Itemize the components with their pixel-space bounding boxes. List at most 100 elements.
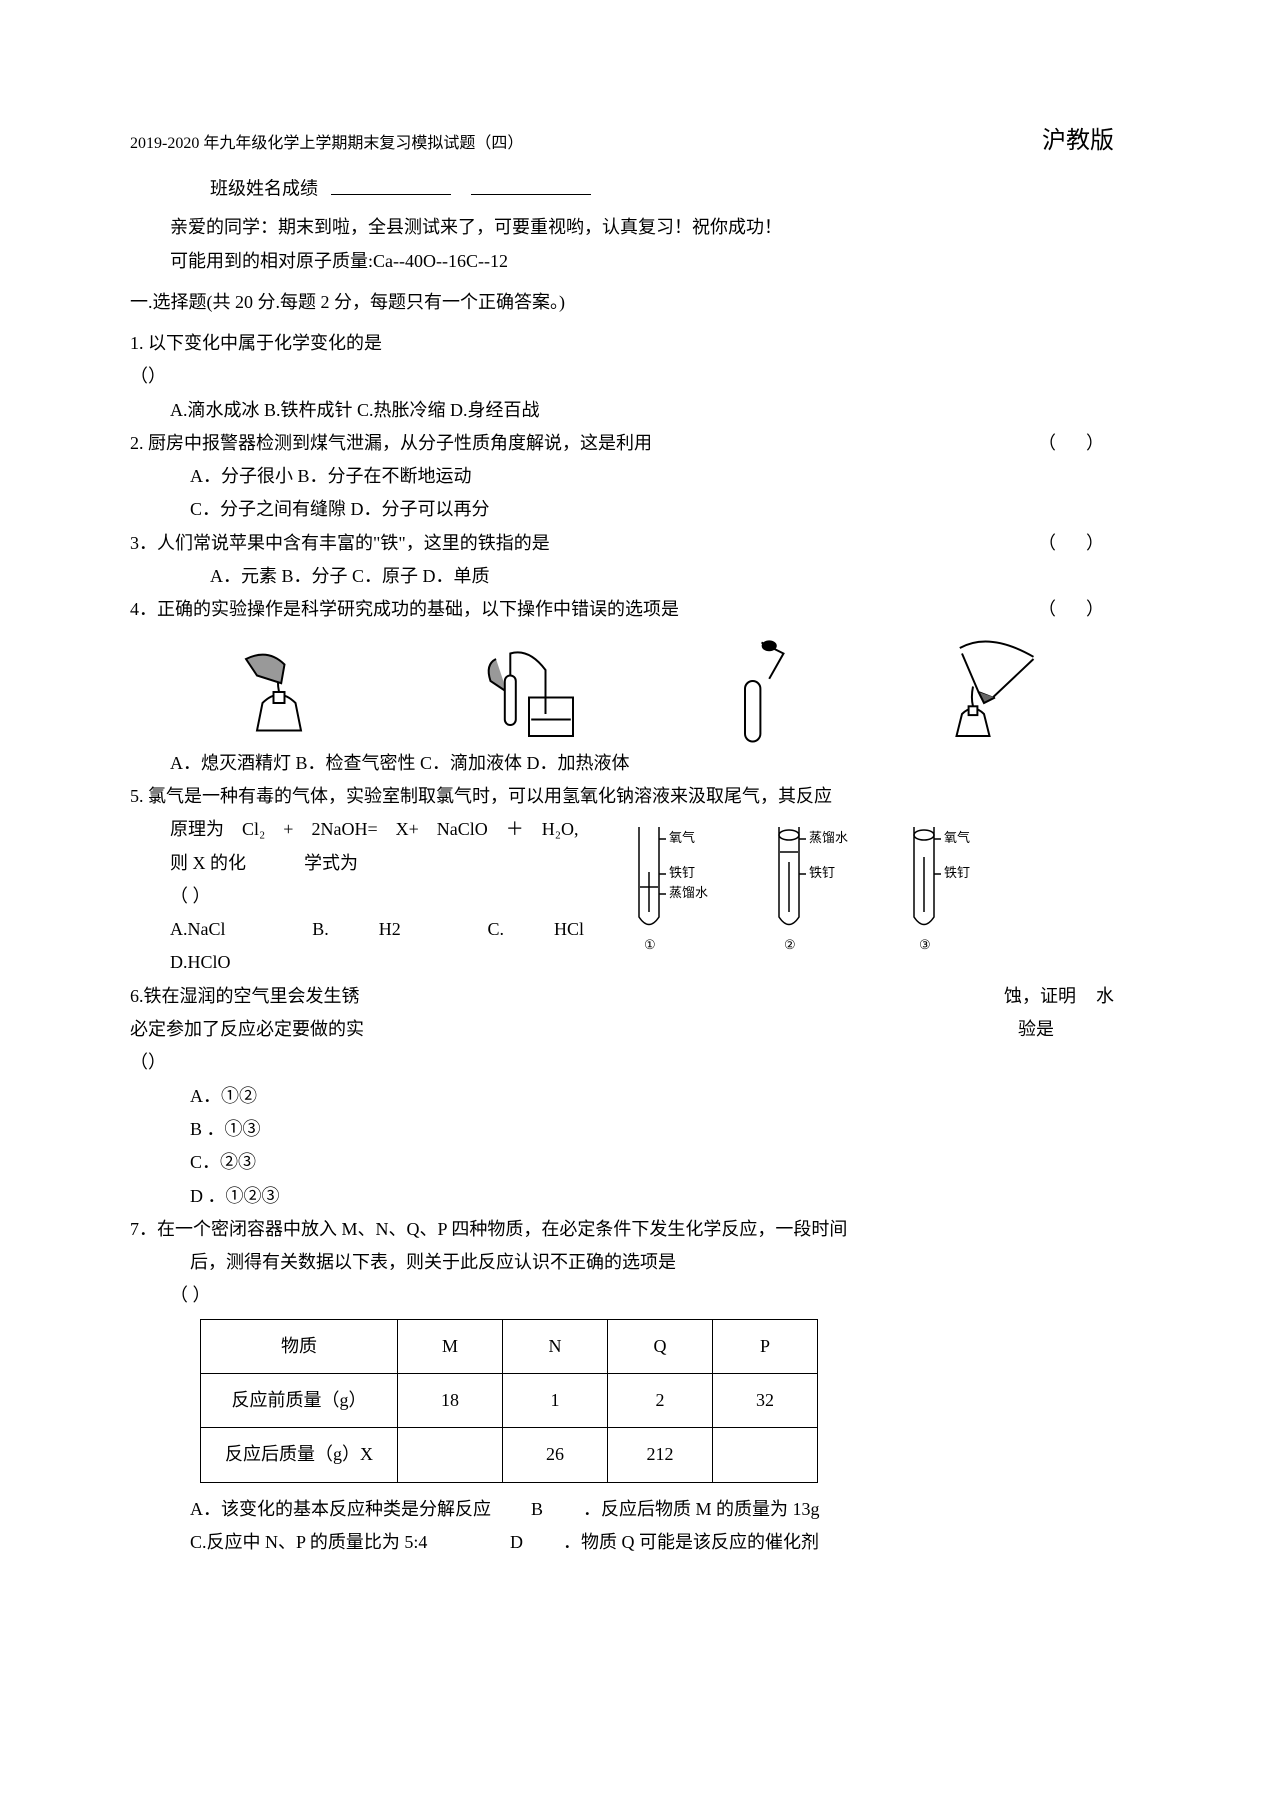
q7-opt-row-1: A．该变化的基本反应种类是分解反应 B ．反应后物质 M 的质量为 13g <box>190 1493 1144 1526</box>
question-3: 3．人们常说苹果中含有丰富的"铁"，这里的铁指的是 （） A．元素 B．分子 C… <box>130 527 1144 594</box>
blank-1 <box>331 173 451 195</box>
q1-options: A.滴水成冰 B.铁杵成针 C.热胀冷缩 D.身经百战 <box>170 394 1144 427</box>
eq-plus2: ＋ <box>506 813 524 846</box>
cell-header: 物质 <box>201 1319 398 1373</box>
paren-left: （ <box>1038 533 1086 553</box>
diagram-dropper <box>676 637 836 747</box>
eq-post2: 学式为 <box>304 847 358 880</box>
table-row: 反应前质量（g） 18 1 2 32 <box>201 1374 818 1428</box>
diagram-alcohol-lamp <box>199 637 359 747</box>
eq-x: X+ <box>396 813 419 846</box>
q6-l1c: 水 <box>1096 980 1114 1013</box>
svg-text:铁钉: 铁钉 <box>669 865 695 880</box>
svg-text:①: ① <box>644 937 656 952</box>
q7-opt-d-text: ．物质 Q 可能是该反应的催化剂 <box>563 1526 819 1559</box>
cell <box>398 1428 503 1482</box>
q5-opt-b-val: H2 <box>379 913 401 946</box>
cell-header: 反应前质量（g） <box>201 1374 398 1428</box>
q7-stem2: 后，测得有关数据以下表，则关于此反应认识不正确的选项是 <box>190 1246 1144 1279</box>
svg-text:蒸馏水: 蒸馏水 <box>669 885 708 900</box>
eq-post: 则 X 的化 <box>170 847 246 880</box>
q6-paren: （） <box>130 1046 1144 1079</box>
q5-stem: 5. 氯气是一种有毒的气体，实验室制取氯气时，可以用氢氧化钠溶液来汲取尾气，其反… <box>130 780 1144 813</box>
q2-paren: （） <box>1038 427 1134 460</box>
svg-text:③: ③ <box>919 937 931 952</box>
cell: 26 <box>503 1428 608 1482</box>
class-name-score: 班级姓名成绩 <box>210 173 1144 201</box>
q5-opt-b-label: B. <box>312 913 329 946</box>
paren-right: ） <box>1086 599 1134 619</box>
section-1-head: 一.选择题(共 20 分.每题 2 分，每题只有一个正确答案。) <box>130 288 1144 317</box>
eq-pre: 原理为 <box>170 813 224 846</box>
paren-left: （ <box>1038 433 1086 453</box>
svg-text:蒸馏水: 蒸馏水 <box>809 830 848 845</box>
svg-text:氧气: 氧气 <box>669 830 695 845</box>
q3-stem: 3．人们常说苹果中含有丰富的"铁"，这里的铁指的是 <box>130 527 1038 560</box>
cell: 212 <box>608 1428 713 1482</box>
q6-l2a: 必定参加了反应必定要做的实 <box>130 1013 364 1046</box>
paren-right: ） <box>1086 533 1134 553</box>
q7-opt-b-text: ．反应后物质 M 的质量为 13g <box>583 1493 820 1526</box>
eq-h2o: H₂O, <box>542 813 579 846</box>
q6-opt-a: A．①② <box>190 1080 1144 1113</box>
cell: 18 <box>398 1374 503 1428</box>
cell: N <box>503 1319 608 1373</box>
q7-stem: 7．在一个密闭容器中放入 M、N、Q、P 四种物质，在必定条件下发生化学反应，一… <box>130 1213 1144 1246</box>
eq-cl2: Cl₂ <box>242 813 265 846</box>
q7-opt-c: C.反应中 N、P 的质量比为 5:4 <box>190 1526 470 1559</box>
q2-opt-cd: C．分子之间有缝隙 D．分子可以再分 <box>190 493 1144 526</box>
cell: 1 <box>503 1374 608 1428</box>
table-row: 物质 M N Q P <box>201 1319 818 1373</box>
q6-l1b: 蚀，证明 <box>1004 980 1076 1013</box>
q5-opt-a: A.NaCl <box>170 913 226 946</box>
eq-naclo: NaClO <box>437 813 488 846</box>
q7-opt-row-2: C.反应中 N、P 的质量比为 5:4 D ．物质 Q 可能是该反应的催化剂 <box>190 1526 1144 1559</box>
q7-opt-b-letter: B <box>531 1493 543 1526</box>
blank-2 <box>471 173 591 195</box>
q1-paren: （） <box>130 360 1144 393</box>
q6-opt-d: D ．①②③ <box>190 1180 1144 1213</box>
cell <box>713 1428 818 1482</box>
question-1: 1. 以下变化中属于化学变化的是 （） A.滴水成冰 B.铁杵成针 C.热胀冷缩… <box>130 327 1144 427</box>
q7-paren: （ ） <box>170 1279 1144 1312</box>
eq-plus1: + <box>283 813 293 846</box>
eq-naoh: 2NaOH= <box>311 813 377 846</box>
q7-table: 物质 M N Q P 反应前质量（g） 18 1 2 32 反应后质量（g）X … <box>200 1319 818 1483</box>
q6-opt-b: B ．①③ <box>190 1113 1144 1146</box>
q4-paren: （） <box>1038 593 1134 626</box>
q3-options: A．元素 B．分子 C．原子 D．单质 <box>210 560 1144 593</box>
cell: P <box>713 1319 818 1373</box>
diagram-airtight <box>438 637 598 747</box>
exam-title: 2019-2020 年九年级化学上学期期末复习模拟试题（四） 沪教版 <box>130 120 1144 155</box>
q4-options: A．熄灭酒精灯 B．检查气密性 C．滴加液体 D．加热液体 <box>170 747 1144 780</box>
diagram-heating <box>915 637 1075 747</box>
svg-text:②: ② <box>784 937 796 952</box>
question-6: 6.铁在湿润的空气里会发生锈 蚀，证明水 必定参加了反应必定要做的实 验是 （）… <box>130 980 1144 1213</box>
greeting-text: 亲爱的同学：期末到啦，全县测试来了，可要重视哟，认真复习！祝你成功！ <box>170 213 1144 242</box>
title-edition: 沪教版 <box>1042 120 1114 155</box>
svg-text:铁钉: 铁钉 <box>944 865 970 880</box>
q6-l1a: 6.铁在湿润的空气里会发生锈 <box>130 980 360 1013</box>
q2-stem: 2. 厨房中报警器检测到煤气泄漏，从分子性质角度解说，这是利用 <box>130 427 1038 460</box>
question-4: 4．正确的实验操作是科学研究成功的基础，以下操作中错误的选项是 （） <box>130 593 1144 780</box>
question-5: 5. 氯气是一种有毒的气体，实验室制取氯气时，可以用氢氧化钠溶液来汲取尾气，其反… <box>130 780 1144 980</box>
cell-header: 反应后质量（g）X <box>201 1428 398 1482</box>
svg-text:铁钉: 铁钉 <box>809 865 835 880</box>
q4-stem: 4．正确的实验操作是科学研究成功的基础，以下操作中错误的选项是 <box>130 593 1038 626</box>
q7-opt-d-letter: D <box>510 1526 523 1559</box>
diagram-test-tubes: 氧气 铁钉 蒸馏水 ① 蒸馏水 铁钉 ② 氧气 铁钉 ③ <box>604 817 1014 957</box>
q2-opt-ab: A．分子很小 B．分子在不断地运动 <box>190 460 1144 493</box>
cell: 32 <box>713 1374 818 1428</box>
q7-opt-a: A．该变化的基本反应种类是分解反应 <box>190 1493 491 1526</box>
q5-opt-c-val: HCl <box>554 913 584 946</box>
q6-opt-c: C．②③ <box>190 1146 1144 1179</box>
title-main: 2019-2020 年九年级化学上学期期末复习模拟试题（四） <box>130 129 523 153</box>
cell: Q <box>608 1319 713 1373</box>
table-row: 反应后质量（g）X 26 212 <box>201 1428 818 1482</box>
atomic-mass-text: 可能用到的相对原子质量:Ca--40O--16C--12 <box>170 247 1144 276</box>
cell: M <box>398 1319 503 1373</box>
q6-l2b: 验是 <box>1018 1013 1054 1046</box>
svg-text:氧气: 氧气 <box>944 830 970 845</box>
paren-right: ） <box>1086 433 1134 453</box>
cell: 2 <box>608 1374 713 1428</box>
